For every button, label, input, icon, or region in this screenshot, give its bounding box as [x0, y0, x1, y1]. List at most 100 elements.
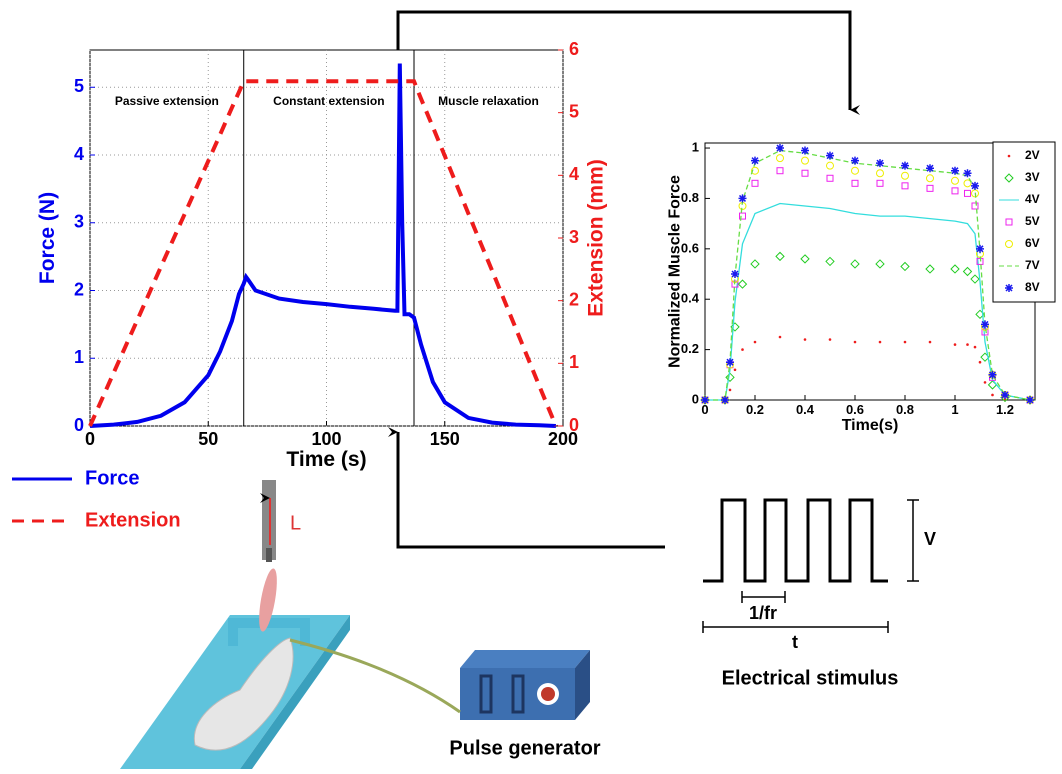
x-tick-label: 0.2: [746, 402, 764, 417]
x-tick-label: 0.6: [846, 402, 864, 417]
data-point: [901, 171, 909, 180]
x-tick-label: 0: [701, 402, 708, 417]
pulse-generator: [460, 650, 590, 720]
legend-label: 3V: [1025, 170, 1040, 184]
data-point: [803, 338, 807, 341]
period-label: 1/fr: [749, 603, 777, 623]
brackets: [702, 499, 919, 633]
data-point: [926, 184, 934, 192]
length-label: L: [290, 512, 301, 534]
y-tick-label: 0.6: [681, 240, 699, 255]
y-tick-label: 0.4: [681, 291, 700, 306]
data-point: [900, 261, 910, 272]
y-tick-label: 0.2: [681, 341, 699, 356]
data-point: [800, 254, 810, 264]
legend-swatch: [1007, 154, 1011, 158]
data-point: [731, 270, 739, 279]
x-tick-label: 200: [548, 429, 578, 449]
legend-label: Extension: [85, 509, 181, 531]
legend-label: 4V: [1025, 192, 1040, 206]
annotation: Muscle relaxation: [438, 94, 539, 108]
data-point: [726, 358, 734, 367]
legend-label: 8V: [1025, 280, 1040, 294]
data-point: [878, 340, 882, 344]
data-point: [950, 264, 960, 274]
legend-label: 7V: [1025, 258, 1040, 272]
legend-swatch: [1005, 218, 1013, 226]
data-point: [925, 264, 935, 274]
generator-label: Pulse generator: [449, 737, 600, 759]
data-point: [776, 144, 784, 153]
waveform: [703, 498, 888, 583]
data-point: [778, 335, 782, 339]
data-point: [751, 179, 759, 187]
series-line: [89, 63, 556, 428]
y-tick-label: 1: [74, 347, 84, 367]
x-tick-label: 0: [85, 429, 95, 449]
y-axis-label: Normalized Muscle Force: [666, 175, 683, 368]
data-point: [901, 182, 909, 190]
data-point: [951, 176, 959, 185]
data-point: [876, 179, 884, 187]
x-axis-label: Time (s): [286, 448, 366, 471]
data-point: [739, 212, 746, 220]
data-point: [733, 368, 737, 372]
data-point: [926, 174, 934, 183]
data-point: [1026, 396, 1034, 404]
data-point: [1001, 390, 1009, 399]
amplitude-label: V: [924, 529, 936, 549]
data-point: [876, 159, 884, 168]
data-point: [964, 189, 971, 197]
data-point: [966, 343, 969, 346]
legend-label: 2V: [1025, 148, 1040, 162]
y2-tick-label: 2: [569, 289, 579, 309]
y2-tick-label: 6: [569, 39, 579, 59]
data-point: [991, 393, 994, 397]
data-point: [970, 274, 980, 284]
data-point: [876, 169, 884, 178]
y-tick-label: 0.8: [681, 190, 699, 205]
legend-swatch: [1005, 240, 1013, 248]
data-point: [721, 396, 729, 404]
data-point: [826, 161, 834, 170]
data-point: [738, 194, 747, 203]
data-point: [875, 259, 885, 269]
data-point: [730, 322, 740, 332]
y-axis-label: Force (N): [36, 192, 59, 284]
legend-label: Force: [85, 467, 139, 489]
y2-tick-label: 3: [569, 227, 579, 247]
data-point: [850, 259, 860, 269]
data-point: [751, 156, 759, 165]
data-point: [725, 372, 735, 383]
legend-label: 6V: [1025, 236, 1040, 250]
y-tick-label: 2: [74, 279, 84, 299]
arrow: [388, 427, 665, 549]
data-point: [926, 164, 934, 173]
y-tick-label: 0: [692, 391, 699, 406]
data-point: [963, 179, 972, 188]
y-tick-label: 3: [74, 212, 84, 232]
y-tick-label: 0: [74, 415, 84, 435]
data-point: [962, 266, 973, 277]
data-point: [976, 244, 984, 253]
data-point: [851, 166, 859, 175]
y-tick-label: 4: [74, 144, 84, 164]
data-point: [728, 388, 732, 392]
data-point: [951, 187, 959, 195]
x-axis-label: Time(s): [842, 417, 899, 434]
data-point: [963, 169, 972, 178]
x-tick-label: 1.2: [996, 402, 1014, 417]
data-point: [988, 370, 997, 379]
data-point: [983, 381, 987, 384]
data-point: [971, 202, 979, 210]
x-tick-label: 0.4: [796, 402, 815, 417]
data-point: [825, 256, 835, 267]
data-point: [826, 174, 834, 182]
duration-label: t: [792, 632, 798, 652]
data-point: [981, 328, 989, 336]
data-point: [775, 251, 785, 262]
legend-swatch: [1004, 173, 1014, 183]
x-tick-label: 50: [198, 429, 218, 449]
data-point: [828, 338, 832, 341]
